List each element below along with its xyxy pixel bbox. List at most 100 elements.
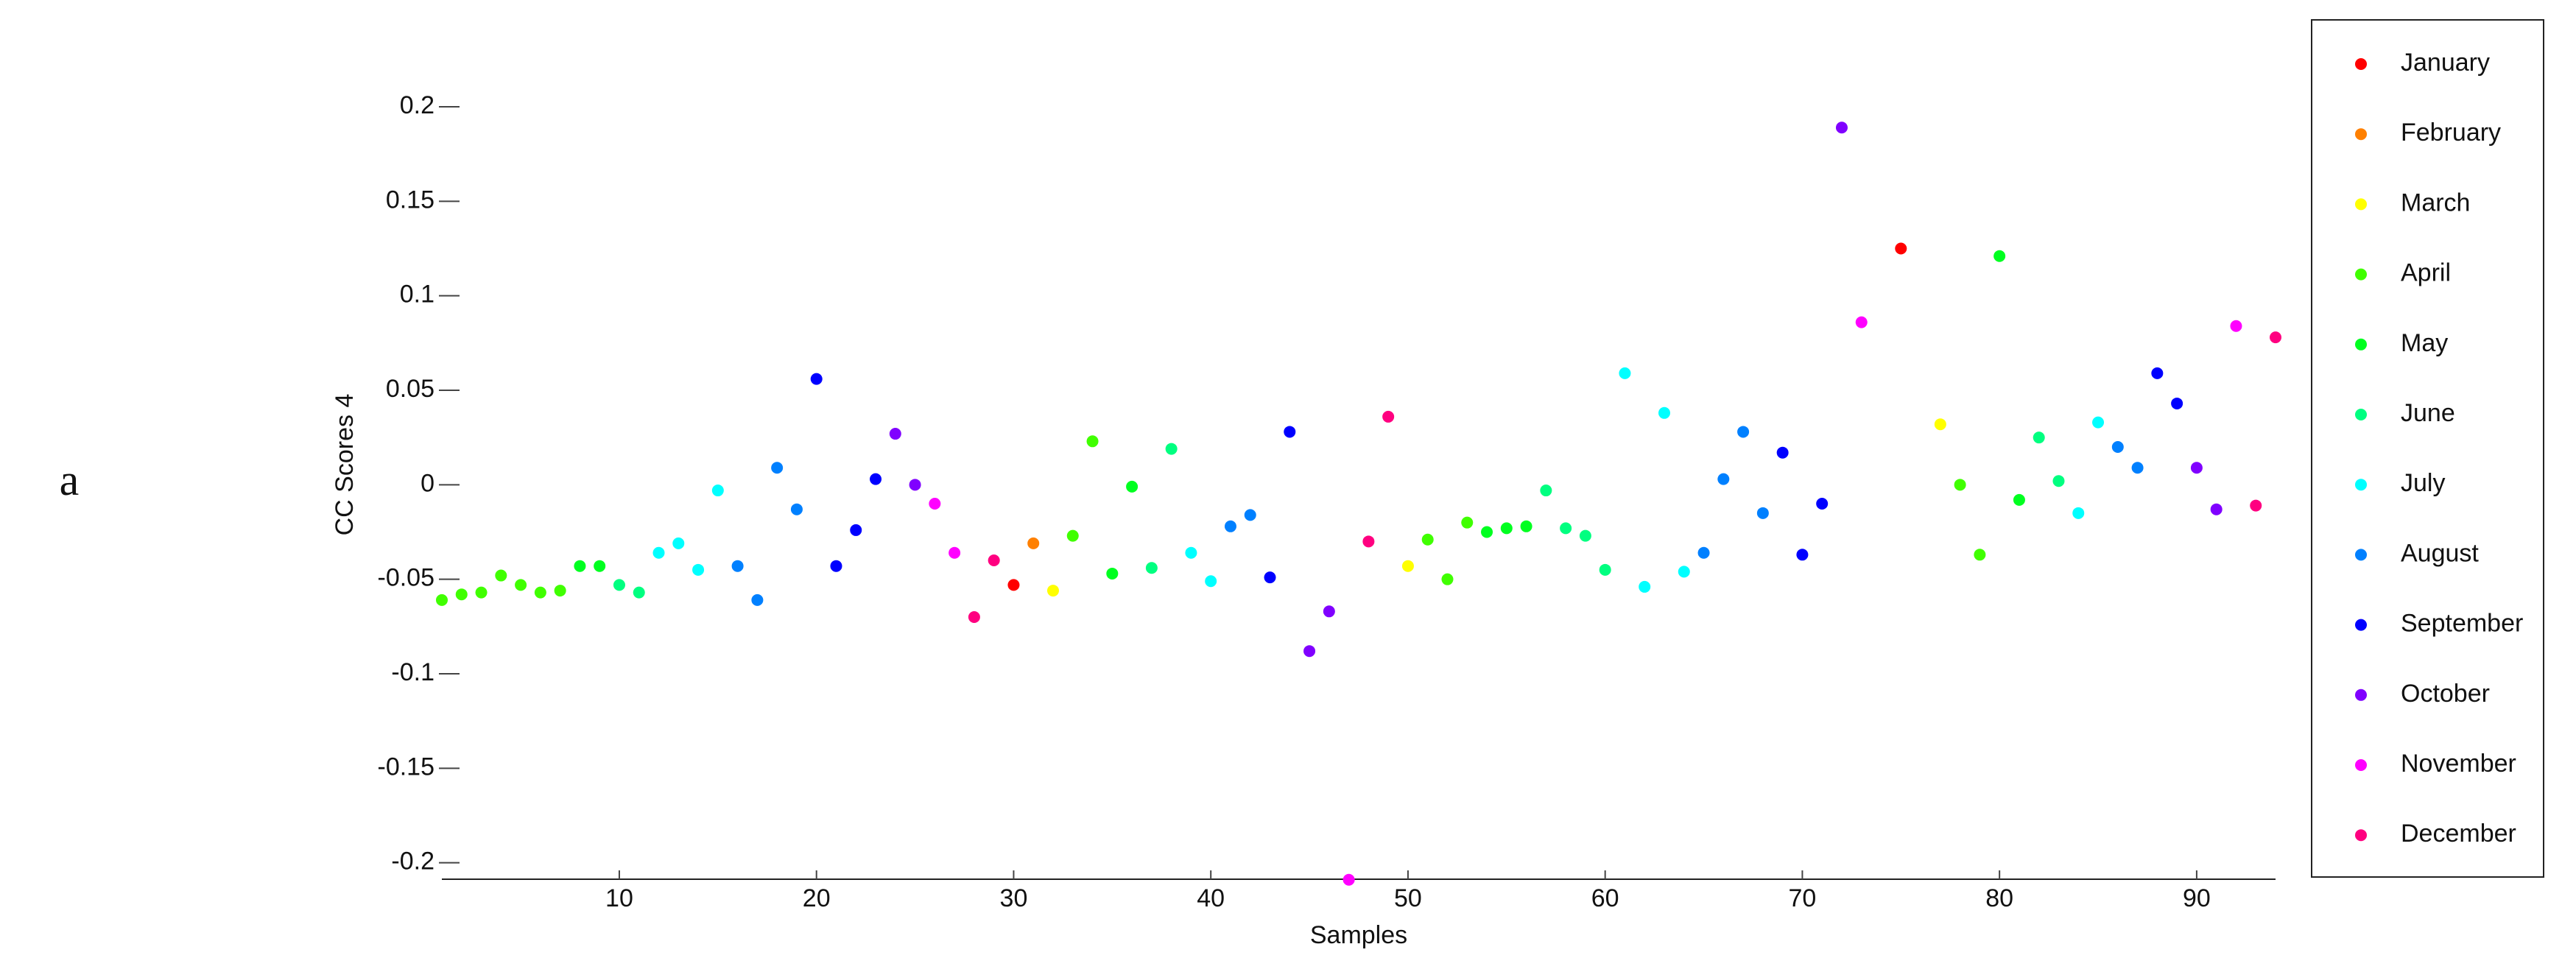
data-point — [1697, 546, 1710, 559]
data-point — [1126, 480, 1139, 493]
data-point — [1205, 575, 1217, 588]
data-point — [1027, 537, 1040, 549]
data-point — [1599, 563, 1611, 576]
data-point — [1560, 522, 1572, 535]
data-point — [574, 560, 586, 572]
data-point — [929, 498, 941, 510]
data-point — [870, 473, 882, 485]
data-point — [2131, 462, 2144, 474]
data-point — [1974, 549, 1986, 561]
data-point — [633, 586, 645, 599]
data-point — [1619, 367, 1631, 379]
data-point — [1342, 873, 1355, 886]
data-point — [1737, 426, 1750, 438]
x-tick-label: 90 — [2183, 884, 2211, 912]
data-point — [692, 563, 705, 576]
y-tick-label: -0.15 — [378, 753, 435, 781]
x-tick-label: 70 — [1789, 884, 1817, 912]
data-point — [790, 503, 803, 515]
x-tick-label: 20 — [803, 884, 831, 912]
y-tick-label: -0.1 — [391, 658, 434, 686]
data-point — [1165, 443, 1178, 455]
data-point — [1895, 242, 1907, 255]
x-axis-label: Samples — [1310, 921, 1407, 949]
y-tick-label: 0.1 — [400, 281, 434, 309]
data-point — [2052, 475, 2065, 487]
data-point — [554, 585, 566, 597]
legend-marker — [2355, 759, 2367, 771]
data-point — [1362, 535, 1375, 548]
data-point — [436, 594, 448, 606]
data-point — [1500, 522, 1513, 535]
data-point — [1835, 122, 1848, 134]
data-point — [731, 560, 744, 572]
data-point — [968, 611, 980, 624]
x-tick-label: 50 — [1394, 884, 1422, 912]
x-tick-label: 30 — [1000, 884, 1028, 912]
legend-marker — [2355, 198, 2367, 211]
legend-label: May — [2401, 329, 2448, 357]
data-point — [1954, 479, 1966, 491]
legend-marker — [2355, 549, 2367, 561]
data-point — [1520, 520, 1532, 532]
y-tick-label: -0.05 — [378, 564, 435, 592]
data-point — [1579, 529, 1591, 542]
data-point — [1106, 567, 1119, 580]
legend-marker — [2355, 688, 2367, 701]
data-point — [1047, 585, 1059, 597]
data-point — [751, 594, 764, 606]
data-point — [1382, 410, 1395, 423]
data-point — [1540, 485, 1552, 497]
data-point — [2151, 367, 2164, 379]
legend-marker — [2355, 128, 2367, 141]
data-point — [909, 479, 921, 491]
data-point — [1066, 529, 1079, 542]
legend-marker — [2355, 338, 2367, 351]
x-tick-label: 80 — [1985, 884, 2013, 912]
legend-marker — [2355, 409, 2367, 420]
data-point — [2230, 320, 2242, 332]
x-tick-label: 60 — [1591, 884, 1619, 912]
data-point — [1323, 605, 1335, 618]
legend-marker — [2355, 268, 2367, 281]
data-point — [1678, 566, 1690, 578]
data-point — [2250, 499, 2262, 512]
data-point — [2171, 397, 2183, 409]
data-point — [1421, 533, 1434, 546]
x-tick-label: 40 — [1197, 884, 1225, 912]
data-point — [1244, 509, 1256, 521]
data-point — [475, 586, 488, 599]
data-point — [830, 560, 842, 572]
data-point — [1816, 498, 1829, 510]
data-point — [1086, 435, 1099, 448]
data-point — [515, 579, 527, 591]
y-axis-label: CC Scores 4 — [331, 394, 359, 536]
data-point — [1717, 473, 1730, 485]
legend-label: December — [2401, 820, 2516, 848]
legend-label: February — [2401, 119, 2501, 147]
data-point — [455, 588, 468, 601]
data-point — [1441, 573, 1454, 585]
legend-box — [2311, 19, 2544, 878]
data-point — [1756, 507, 1769, 519]
data-point — [2111, 441, 2124, 454]
data-point — [2270, 331, 2281, 344]
legend-label: July — [2401, 469, 2445, 497]
data-point — [1284, 426, 1296, 438]
data-point — [1224, 520, 1236, 532]
legend-label: June — [2401, 399, 2455, 427]
y-tick-label: -0.2 — [391, 848, 434, 876]
data-point — [613, 579, 625, 591]
data-point — [1934, 418, 1946, 431]
data-point — [1796, 549, 1809, 561]
y-tick-label: 0.15 — [386, 186, 434, 214]
data-point — [1145, 562, 1158, 574]
legend-label: November — [2401, 750, 2516, 778]
panel-label: a — [60, 456, 80, 504]
data-point — [1185, 546, 1197, 559]
legend-label: April — [2401, 259, 2451, 287]
data-point — [495, 569, 507, 582]
legend-marker — [2355, 58, 2367, 70]
data-point — [2013, 493, 2025, 506]
